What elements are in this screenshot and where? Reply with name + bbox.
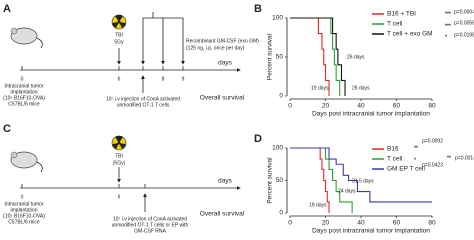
tbi-dose: 5Gy — [114, 39, 124, 45]
panel-label: B — [254, 3, 262, 15]
injection-text: unmodified OT-1 T cells or EP with — [112, 222, 189, 228]
x-tick-label: 80 — [428, 220, 436, 227]
tick-label: 6 — [118, 194, 121, 200]
survival-curve — [290, 147, 353, 213]
y-axis-label: Percent survival — [267, 157, 274, 204]
survival-curve — [290, 17, 330, 96]
significance-stars: ** — [414, 145, 418, 151]
x-tick-label: 20 — [322, 103, 330, 110]
significance-stars: * — [414, 157, 416, 163]
tick-label: 8 — [162, 76, 165, 82]
p-value: p=0.0423 — [422, 162, 443, 168]
annotation: 31.5 days — [352, 178, 374, 184]
implant-text: C57BL/6 mice — [8, 101, 40, 107]
tbi-label: TBI — [115, 153, 123, 159]
annotation: 19 days — [309, 202, 327, 208]
injection-text: 10⁷ i.v injection of ConA activated — [106, 96, 180, 102]
legend-label: GM EP T cell — [387, 166, 425, 173]
legend-label: B16 — [387, 146, 399, 153]
implant-text: implantation — [11, 89, 38, 95]
survival-curve — [290, 17, 341, 96]
timeline-ticks — [21, 167, 147, 212]
y-tick-label: 100 — [272, 145, 283, 152]
annotation: 26 days — [352, 85, 370, 91]
legend-label: B16 + TBI — [387, 11, 416, 18]
panel-label: C — [3, 123, 11, 135]
x-axis-label: Days post intracranial tumor implantatio… — [312, 228, 430, 235]
outcome-label: Overall survival — [200, 211, 245, 218]
legend-label: T cell — [387, 21, 403, 28]
tick-label: 9 — [182, 76, 185, 82]
y-tick-label: 50 — [276, 54, 284, 61]
survival-curve — [290, 17, 346, 96]
injection-text: unmodified OT-1 T cells — [117, 102, 170, 108]
days-label: days — [218, 60, 232, 67]
legend-label: T cell — [387, 156, 403, 163]
panel-label: A — [3, 3, 11, 15]
survival-curve — [290, 147, 330, 213]
y-tick-label: 0 — [279, 210, 283, 217]
significance-stars: * — [445, 34, 447, 40]
implant-text: Intracranial tumor — [5, 201, 44, 207]
implant-text: Intracranial tumor — [5, 83, 44, 89]
survival-curve — [290, 147, 432, 203]
implant-text: (10⁵ B16F10-OVA) — [3, 213, 45, 219]
significance-stars: ** — [447, 155, 451, 161]
annotation: 24 days — [338, 188, 356, 194]
timeline-ticks — [21, 12, 185, 93]
tbi-label: TBI — [115, 32, 123, 38]
y-tick-label: 0 — [279, 93, 283, 100]
radiation-icon — [111, 135, 127, 151]
x-tick-label: 20 — [322, 220, 330, 227]
panel-a: A TBI 5Gy 0 6 7 8 9 days Overall surviva… — [3, 3, 259, 108]
x-tick-label: 60 — [393, 220, 401, 227]
days-label: days — [218, 178, 232, 185]
significance-stars: *** — [445, 23, 451, 29]
treatment-text: Recombinant GM-CSF (exo GM) — [186, 38, 259, 44]
annotation: 26 days — [347, 54, 365, 60]
y-tick-label: 100 — [272, 15, 283, 22]
mouse-icon — [10, 27, 43, 49]
mouse-icon — [10, 151, 43, 173]
treatment-text: (125 ng, i.p, once per day) — [186, 45, 245, 51]
x-tick-label: 60 — [393, 103, 401, 110]
x-tick-label: 40 — [357, 103, 365, 110]
injection-text: 10⁷ i.v injection of ConA activated — [113, 216, 187, 222]
tick-label: 0 — [21, 76, 24, 82]
p-value: p=0.0014 — [455, 155, 474, 161]
implant-text: C57BL/6 mice — [8, 219, 40, 225]
y-tick-label: 50 — [276, 177, 284, 184]
implant-text: (10⁵ B16F10-OVA) — [3, 95, 45, 101]
tick-label: 7 — [144, 194, 147, 200]
p-value: p=0.0198 — [454, 32, 474, 38]
implant-text: implantation — [11, 207, 38, 213]
outcome-label: Overall survival — [200, 95, 245, 102]
y-axis-label: Percent survival — [267, 33, 274, 80]
panel-c: C TBI (5Gy) 0 6 7 days Overall survival … — [3, 123, 245, 234]
radiation-icon — [111, 14, 127, 30]
x-axis-label: Days post intracranial tumor implantatio… — [312, 111, 430, 118]
x-tick-label: 40 — [357, 220, 365, 227]
injection-text: GM-CSF RNA — [134, 228, 166, 234]
p-value: p=0.0092 — [422, 138, 443, 144]
p-value: p=0.0004 — [454, 9, 474, 15]
panel-label: D — [254, 133, 262, 145]
x-tick-label: 80 — [428, 103, 436, 110]
x-tick-label: 0 — [288, 103, 292, 110]
annotation: 19 days — [311, 85, 329, 91]
x-tick-label: 0 — [288, 220, 292, 227]
tbi-dose: (5Gy) — [113, 160, 126, 166]
tick-label: 6 — [118, 76, 121, 82]
p-value: p=0.0056 — [454, 20, 474, 26]
legend-label: T cell + exo GM — [387, 31, 433, 38]
tick-label: 7 — [142, 76, 145, 82]
significance-stars: *** — [445, 11, 451, 17]
tick-label: 0 — [21, 194, 24, 200]
